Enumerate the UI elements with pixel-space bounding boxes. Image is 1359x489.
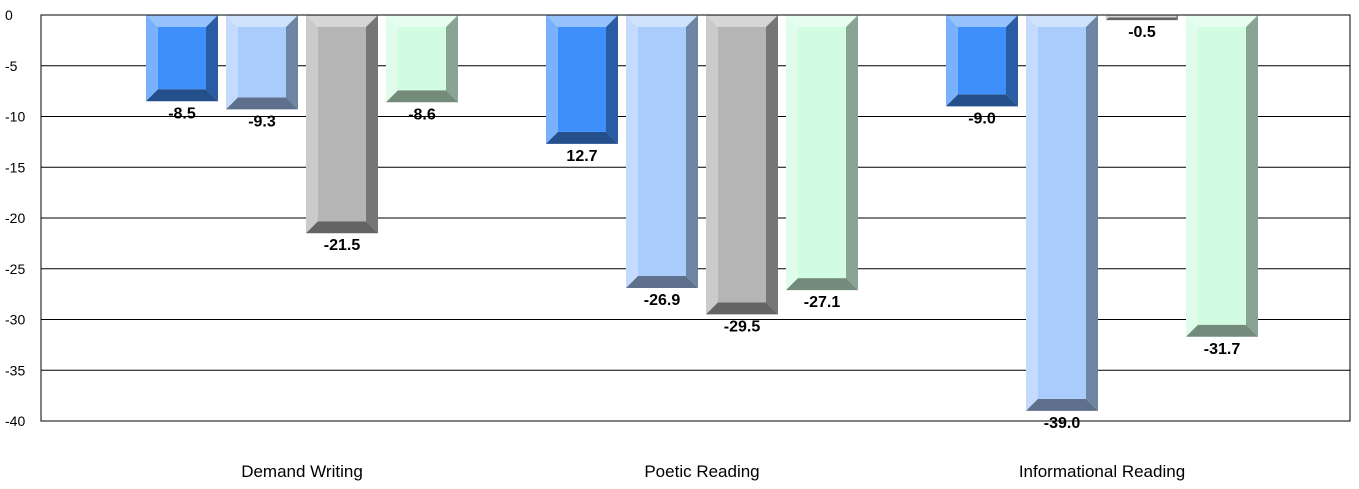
data-label: -27.1: [804, 294, 841, 311]
bar: [786, 15, 858, 291]
x-category-label: Informational Reading: [1019, 462, 1185, 481]
plot-frame: [40, 14, 1351, 422]
y-tick-label: -5: [5, 58, 18, 74]
y-tick-label: -25: [5, 261, 25, 277]
bar: [1106, 15, 1178, 21]
bar: [946, 15, 1018, 107]
bar: [306, 15, 378, 234]
y-tick-label: -20: [5, 210, 25, 226]
data-label: -31.7: [1204, 341, 1241, 358]
x-axis: Demand Writing Poetic Reading Informationa…: [241, 462, 1185, 481]
bar: [386, 15, 458, 103]
bar: [146, 15, 218, 102]
data-label: -8.6: [408, 106, 436, 123]
data-label: -0.5: [1128, 24, 1156, 41]
y-tick-label: -40: [5, 413, 25, 429]
data-label: -26.9: [644, 292, 681, 309]
y-tick-label: -35: [5, 362, 25, 378]
data-label: -9.0: [968, 110, 996, 127]
y-tick-label: -10: [5, 109, 25, 125]
bar: [706, 15, 778, 315]
y-tick-label: -15: [5, 159, 25, 175]
y-axis: 0 -5 -10 -15 -20 -25 -30 -35 -40: [5, 7, 25, 429]
y-tick-label: -30: [5, 312, 25, 328]
data-labels: -8.5 12.7 -9.0 -9.3 -26.9 -39.0 -21.5 -29.5 -0.5…: [168, 24, 1240, 432]
bar: [546, 15, 618, 144]
data-label: -8.5: [168, 105, 196, 122]
data-label: -9.3: [248, 113, 276, 130]
data-label: -39.0: [1044, 415, 1081, 432]
bar: [626, 15, 698, 289]
bar: [226, 15, 298, 110]
x-category-label: Poetic Reading: [644, 462, 759, 481]
x-category-label: Demand Writing: [241, 462, 363, 481]
data-label: 12.7: [566, 148, 597, 165]
data-label: -29.5: [724, 318, 761, 335]
data-label: -21.5: [324, 237, 361, 254]
plot-border: [40, 14, 1351, 422]
y-tick-label: 0: [5, 7, 13, 23]
bar: [1026, 15, 1098, 411]
bar: [1186, 15, 1258, 337]
bars: [146, 15, 1258, 411]
